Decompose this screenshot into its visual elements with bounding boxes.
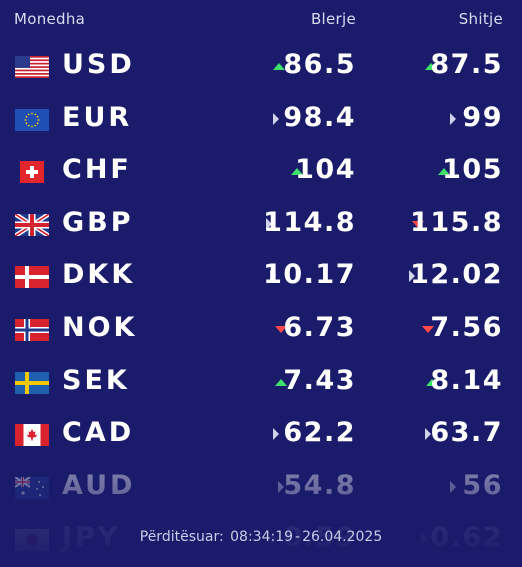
currency-code: USD [62,49,135,80]
trend-flat-icon [409,270,415,283]
trend-down-icon [412,220,424,228]
sell-rate: 87.5 [430,49,503,80]
rate-row-dkk: DKK 10.17 12.02 [0,251,522,304]
trend-down-icon [422,325,434,333]
sell-rate: 99 [462,101,503,133]
us-flag-icon [15,56,49,78]
currency-code: SEK [62,364,130,396]
sell-rate: 63.7 [430,417,503,449]
rate-row-gbp: GBP 114.8 115.8 [0,199,522,252]
trend-up-icon [275,378,287,386]
buy-rate: 86.5 [283,49,356,80]
sell-rate: 56 [462,469,503,501]
currency-code: DKK [62,259,136,291]
buy-rate: 98.4 [283,101,356,133]
buy-rate: 10.17 [263,259,356,291]
dk-flag-icon [15,266,49,289]
trend-flat-icon [450,112,456,125]
trend-flat-icon [425,428,431,441]
currency-code: GBP [62,206,134,238]
trend-up-icon [438,168,450,176]
trend-flat-icon [450,480,456,493]
buy-rate: 6.73 [283,311,356,343]
currency-column-header: Monedha [14,10,86,28]
trend-flat-icon [270,270,276,283]
buy-rate: 7.43 [283,364,356,396]
rate-row-aud: AUD 54.8 56 [0,462,522,515]
se-flag-icon [15,371,49,394]
trend-down-icon [275,325,287,333]
rates-list: USD 86.5 87.5 EUR 98.4 99 [0,41,522,567]
trend-flat-icon [273,428,279,441]
last-updated-time: 08:34:19 [230,529,294,545]
last-updated-separator: - [295,529,301,545]
sell-rate: 8.14 [430,364,503,396]
eu-flag-icon [15,108,49,131]
rate-row-sek: SEK 7.43 8.14 [0,357,522,410]
buy-rate: 104 [295,154,356,186]
buy-rate: 62.2 [283,417,356,449]
rate-row-nok: NOK 6.73 7.56 [0,304,522,357]
ch-flag-icon [20,161,44,184]
buy-rate: 54.8 [283,469,356,501]
sell-column-header: Shitje [458,10,503,28]
trend-flat-icon [273,112,279,125]
ca-flag-icon [15,424,49,447]
trend-up-icon [273,63,285,70]
currency-code: AUD [62,469,136,501]
rate-row-cad: CAD 62.2 63.7 [0,409,522,462]
currency-code: CAD [62,417,135,449]
sell-rate: 115.8 [410,206,503,238]
sell-rate: 105 [442,154,503,186]
currency-code: EUR [62,101,133,133]
buy-column-header: Blerje [310,10,356,28]
rate-row-chf: CHF 104 105 [0,146,522,199]
currency-code: CHF [62,154,132,186]
sell-rate: 12.02 [410,259,503,291]
trend-up-icon [291,168,303,176]
buy-rate: 114.8 [263,206,356,238]
currency-code: NOK [62,311,138,343]
trend-flat-icon [266,217,272,230]
sell-rate: 7.56 [430,311,503,343]
gb-flag-icon [15,213,49,236]
no-flag-icon [15,318,49,341]
last-updated: Përditësuar: 08:34:19-26.04.2025 [0,529,522,545]
trend-up-icon [426,378,438,386]
last-updated-label: Përditësuar: [139,529,224,545]
rate-row-eur: EUR 98.4 99 [0,94,522,147]
last-updated-date: 26.04.2025 [302,529,383,545]
au-flag-icon [15,476,49,499]
table-header: Monedha Blerje Shitje [0,10,522,30]
rate-row-usd: USD 86.5 87.5 [0,41,522,94]
trend-up-icon [425,63,437,70]
